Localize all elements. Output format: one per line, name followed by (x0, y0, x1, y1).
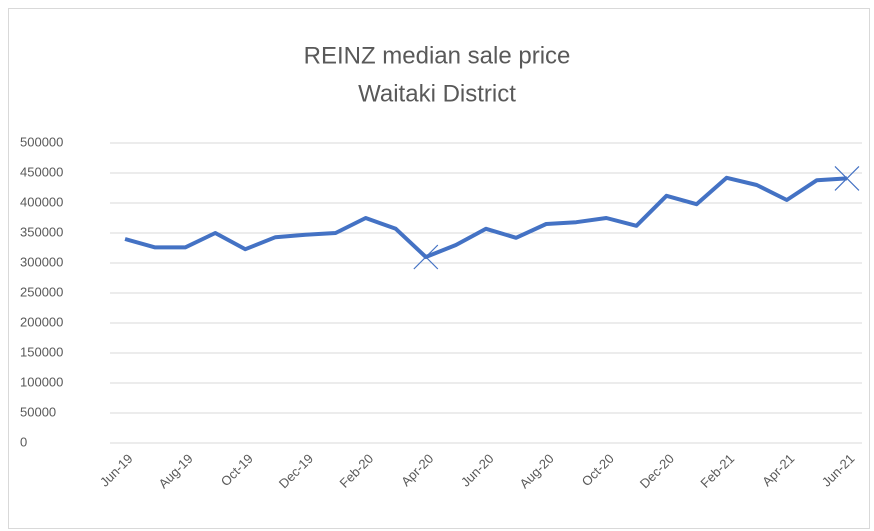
y-tick-label: 100000 (20, 374, 63, 389)
y-tick-label: 300000 (20, 254, 63, 269)
chart-subtitle: Waitaki District (358, 80, 516, 107)
chart-border (8, 8, 870, 529)
y-tick-label: 250000 (20, 284, 63, 299)
highlight-marker (413, 244, 439, 270)
y-tick-label: 0 (20, 434, 27, 449)
y-tick-label: 50000 (20, 404, 56, 419)
y-tick-label: 450000 (20, 164, 63, 179)
highlight-marker (834, 165, 860, 191)
line-series (124, 175, 848, 259)
y-tick-label: 150000 (20, 344, 63, 359)
chart-title: REINZ median sale price (304, 42, 571, 69)
y-tick-label: 400000 (20, 194, 63, 209)
y-tick-label: 500000 (20, 134, 63, 149)
y-tick-label: 200000 (20, 314, 63, 329)
y-tick-label: 350000 (20, 224, 63, 239)
